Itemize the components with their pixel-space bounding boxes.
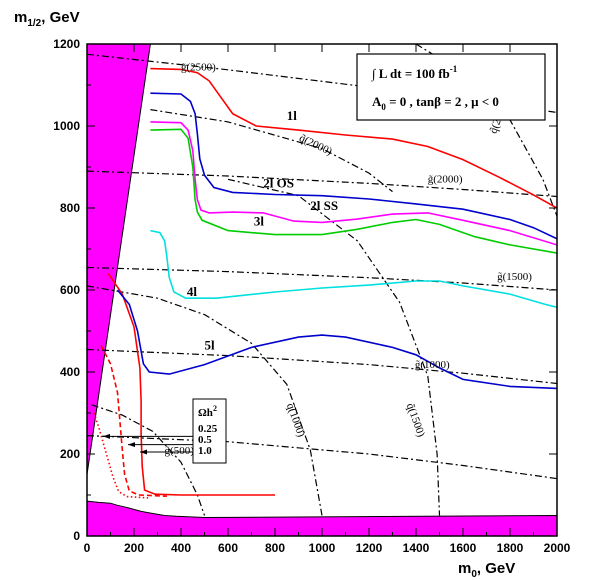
relic-curve-1: [100, 345, 167, 497]
gluino-contour-4: [87, 435, 557, 480]
relic-curve-2: [107, 273, 275, 496]
squark-label-0: q̃(2000): [297, 132, 334, 158]
reach-curve-2l-OS: [150, 92, 557, 240]
y-tick-label-1: 200: [60, 447, 80, 461]
curve-label-4l: 4l: [187, 284, 198, 299]
reach-curve-4l: [150, 229, 557, 308]
x-tick-label-6: 1200: [356, 541, 383, 555]
squark-label-2: q̃(1000): [284, 402, 307, 439]
reach-curve-1l: [150, 67, 557, 209]
gluino-label-2: g̃(1500): [497, 271, 532, 283]
omega-value-0: 0.25: [198, 423, 218, 435]
axis-ticks: 0 200 400 600 800 1000 1200 1400 1600 1800 2000020…: [53, 37, 570, 555]
excluded-band: [87, 500, 557, 536]
curve-label-2l-OS: 2l OS: [263, 176, 294, 191]
y-axis-title: m1/2, GeV: [14, 9, 80, 29]
info-box-line2-sub: 0: [381, 102, 386, 112]
x-tick-label-8: 1600: [450, 541, 477, 555]
relic-arrowhead-2: [140, 449, 147, 455]
omega-value-1: 0.5: [198, 434, 212, 446]
curve-label-5l: 5l: [205, 337, 216, 352]
reach-curve-2l-SS: [150, 121, 557, 246]
x-axis-title: m0, GeV: [458, 560, 515, 580]
omega-title-sup: 2: [213, 404, 217, 413]
info-box-line2: A: [372, 94, 382, 109]
info-box-line1-sup: -1: [450, 64, 458, 74]
reach-curves: [116, 67, 557, 390]
y-tick-label-2: 400: [60, 365, 80, 379]
svg-text:∫ L dt = 100 fb-1: ∫ L dt = 100 fb-1: [371, 64, 458, 82]
relic-density-arrows: [103, 433, 193, 455]
theory-excluded-region: [87, 44, 557, 536]
gluino-label-0: g̃(2500): [181, 62, 216, 74]
curve-label-1l: 1l: [287, 108, 298, 123]
relic-density-curves: [93, 273, 275, 499]
svg-text:A0 = 0 , tanβ = 2 , μ < 0: A0 = 0 , tanβ = 2 , μ < 0: [372, 94, 499, 112]
info-box-line1: ∫ L dt = 100 fb: [371, 66, 450, 82]
curve-label-2l-SS: 2l SS: [310, 198, 338, 213]
relic-arrowhead-1: [128, 442, 135, 448]
squark-contour-0: [150, 109, 393, 193]
info-box-line2-rest: = 0 , tanβ = 2 , μ < 0: [386, 94, 499, 109]
squark-contour-4: [91, 404, 206, 516]
x-tick-label-10: 2000: [544, 541, 571, 555]
y-tick-label-5: 1000: [53, 119, 80, 133]
y-tick-label-6: 1200: [53, 37, 80, 51]
y-tick-label-0: 0: [73, 529, 80, 543]
relic-density-legend: Ωh2 0.25 0.5 1.0: [192, 398, 227, 464]
omega-value-2: 1.0: [198, 445, 212, 457]
gluino-contour-2: [87, 266, 557, 291]
x-tick-label-2: 400: [171, 541, 191, 555]
reach-curve-5l: [116, 289, 557, 390]
info-box: ∫ L dt = 100 fb-1 A0 = 0 , tanβ = 2 , μ …: [356, 53, 546, 121]
gluino-contour-1: [87, 170, 557, 198]
x-tick-label-1: 200: [124, 541, 144, 555]
squark-contour-2: [87, 285, 323, 516]
omega-title: Ωh: [198, 407, 213, 419]
x-tick-label-7: 1400: [403, 541, 430, 555]
x-tick-label-3: 600: [218, 541, 238, 555]
y-tick-label-4: 800: [60, 201, 80, 215]
gluino-label-4: g̃(500): [165, 445, 195, 457]
curve-label-3l: 3l: [254, 214, 265, 229]
relic-arrowhead-0: [103, 433, 110, 439]
y-tick-label-3: 600: [60, 283, 80, 297]
x-tick-label-4: 800: [265, 541, 285, 555]
squark-label-3: q̃(1500): [404, 402, 427, 439]
gluino-label-3: g̃(1000): [415, 359, 450, 371]
gluino-label-1: g̃(2000): [428, 174, 463, 186]
x-tick-label-0: 0: [84, 541, 91, 555]
reach-curve-3l: [150, 128, 557, 254]
x-tick-label-9: 1800: [497, 541, 524, 555]
svg-text:Ωh2: Ωh2: [198, 404, 217, 419]
gluino-contour-3: [87, 348, 557, 385]
excluded-wedge: [87, 44, 151, 475]
x-tick-label-5: 1000: [309, 541, 336, 555]
squark-contour-3: [227, 178, 441, 516]
